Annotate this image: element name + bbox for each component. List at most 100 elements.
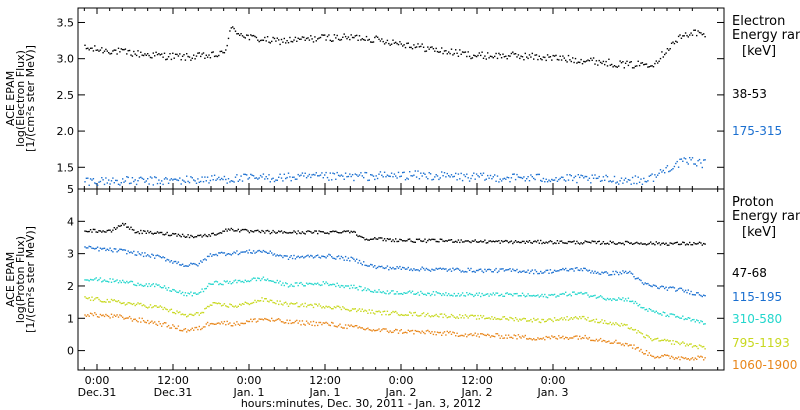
data-point	[220, 305, 223, 307]
data-point	[108, 52, 110, 54]
data-point	[301, 303, 304, 305]
data-point	[176, 327, 178, 330]
data-point	[546, 181, 549, 183]
legend-entry: 1060-1900	[732, 358, 797, 372]
data-point	[204, 288, 206, 290]
data-point	[402, 171, 404, 174]
data-point	[94, 248, 96, 250]
data-point	[329, 254, 331, 256]
data-point	[172, 179, 174, 181]
data-point	[650, 285, 652, 287]
data-point	[604, 179, 606, 181]
data-point	[232, 282, 234, 284]
data-point	[109, 247, 111, 249]
data-point	[331, 308, 333, 310]
y-axis-title: ACE EPAM	[4, 71, 17, 126]
data-point	[417, 170, 419, 172]
data-point	[651, 285, 653, 288]
data-point	[443, 294, 446, 296]
data-point	[386, 330, 389, 332]
data-point	[167, 310, 170, 313]
data-point	[247, 280, 249, 282]
data-point	[339, 306, 341, 309]
data-point	[570, 241, 572, 243]
data-point	[406, 332, 408, 334]
data-point	[530, 338, 532, 340]
data-point	[390, 268, 393, 270]
data-point	[516, 318, 518, 321]
data-point	[598, 240, 600, 242]
data-point	[91, 247, 93, 249]
data-point	[689, 293, 691, 295]
data-point	[526, 320, 528, 322]
data-point	[389, 175, 391, 178]
data-point	[106, 50, 108, 52]
data-point	[592, 240, 595, 243]
data-point	[181, 179, 184, 181]
data-point	[599, 243, 602, 245]
data-point	[276, 300, 278, 302]
data-point	[618, 65, 620, 67]
data-point	[301, 283, 304, 286]
data-point	[202, 311, 205, 314]
data-point	[565, 291, 567, 293]
data-point	[446, 53, 448, 55]
data-point	[248, 280, 251, 283]
data-point	[652, 355, 655, 358]
data-point	[468, 315, 471, 317]
data-point	[669, 286, 671, 288]
data-point	[257, 299, 259, 302]
data-point	[567, 319, 570, 321]
data-point	[581, 337, 584, 339]
data-point	[257, 178, 259, 180]
data-point	[250, 318, 252, 320]
data-point	[524, 271, 526, 273]
data-point	[445, 334, 447, 336]
data-point	[244, 251, 246, 253]
legend-unit: [keV]	[742, 225, 776, 240]
data-point	[566, 61, 568, 63]
data-point	[197, 312, 199, 314]
data-point	[236, 281, 238, 284]
data-point	[471, 314, 474, 316]
data-point	[197, 234, 199, 237]
data-point	[190, 234, 192, 237]
data-point	[233, 27, 235, 30]
data-point	[264, 232, 266, 234]
data-point	[581, 293, 584, 295]
data-point	[99, 49, 102, 51]
data-point	[587, 59, 589, 61]
data-point	[333, 230, 336, 233]
data-point	[237, 228, 239, 231]
data-point	[703, 345, 705, 348]
data-point	[574, 57, 577, 60]
data-point	[601, 319, 603, 321]
data-point	[495, 267, 497, 270]
data-point	[484, 318, 486, 320]
data-point	[691, 357, 694, 359]
data-point	[673, 42, 676, 45]
data-point	[105, 301, 107, 303]
data-point	[552, 320, 554, 323]
data-point	[697, 292, 699, 294]
data-point	[261, 39, 263, 41]
data-point	[376, 329, 379, 331]
data-point	[152, 322, 154, 324]
data-point	[123, 318, 125, 320]
data-point	[87, 297, 89, 300]
data-point	[631, 176, 634, 179]
data-point	[484, 239, 486, 241]
data-point	[482, 294, 485, 297]
data-point	[599, 61, 602, 64]
data-point	[563, 293, 565, 295]
data-point	[411, 241, 414, 243]
data-point	[374, 178, 376, 181]
data-point	[581, 315, 584, 318]
data-point	[468, 180, 471, 182]
data-point	[422, 293, 425, 296]
data-point	[631, 328, 634, 331]
data-point	[383, 328, 386, 330]
data-point	[616, 66, 618, 68]
data-point	[390, 172, 393, 174]
data-point	[337, 255, 340, 257]
